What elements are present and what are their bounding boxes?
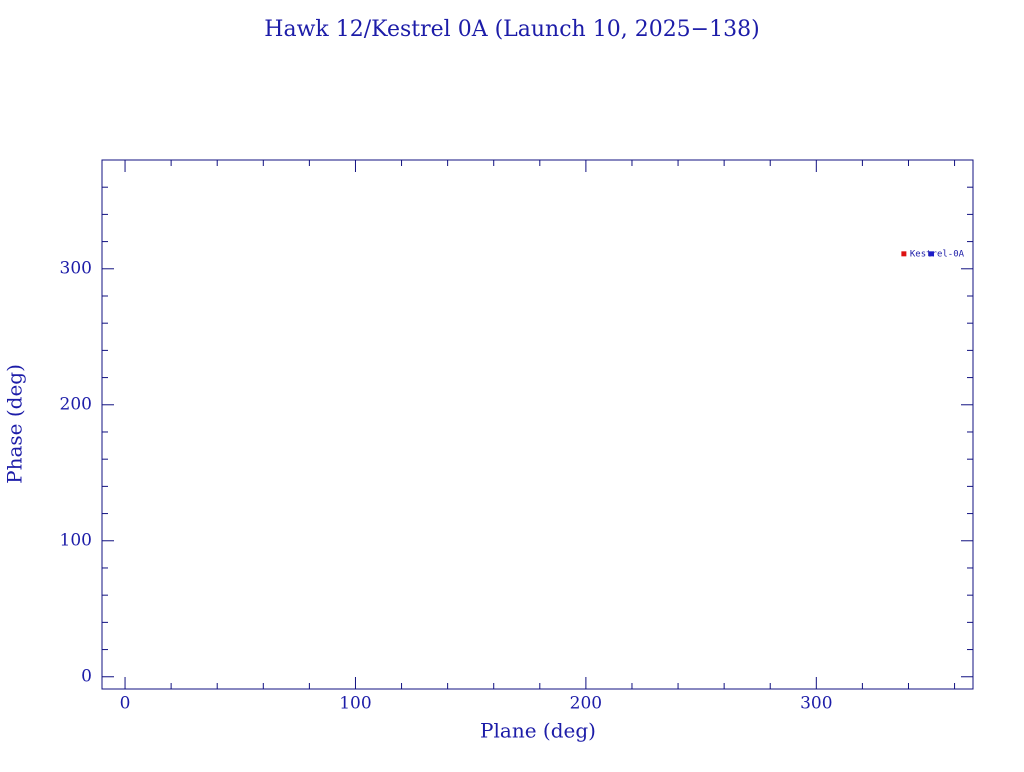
- x-tick-label: 0: [120, 694, 131, 714]
- x-tick-label: 100: [339, 694, 371, 714]
- y-tick-label: 100: [60, 530, 92, 550]
- plot-frame: [101, 159, 974, 690]
- x-tick-label: 300: [800, 694, 832, 714]
- y-axis-label: Phase (deg): [3, 364, 27, 484]
- chart-title: Hawk 12/Kestrel 0A (Launch 10, 2025−138): [264, 17, 759, 42]
- y-tick-label: 200: [60, 394, 92, 414]
- y-tick-label: 0: [81, 666, 92, 686]
- x-axis-label: Plane (deg): [480, 719, 596, 743]
- x-tick-label: 200: [570, 694, 602, 714]
- point: [929, 251, 935, 257]
- point-label: Kestrel-0A: [910, 249, 965, 259]
- y-tick-label: 300: [60, 258, 92, 278]
- point: [901, 251, 907, 257]
